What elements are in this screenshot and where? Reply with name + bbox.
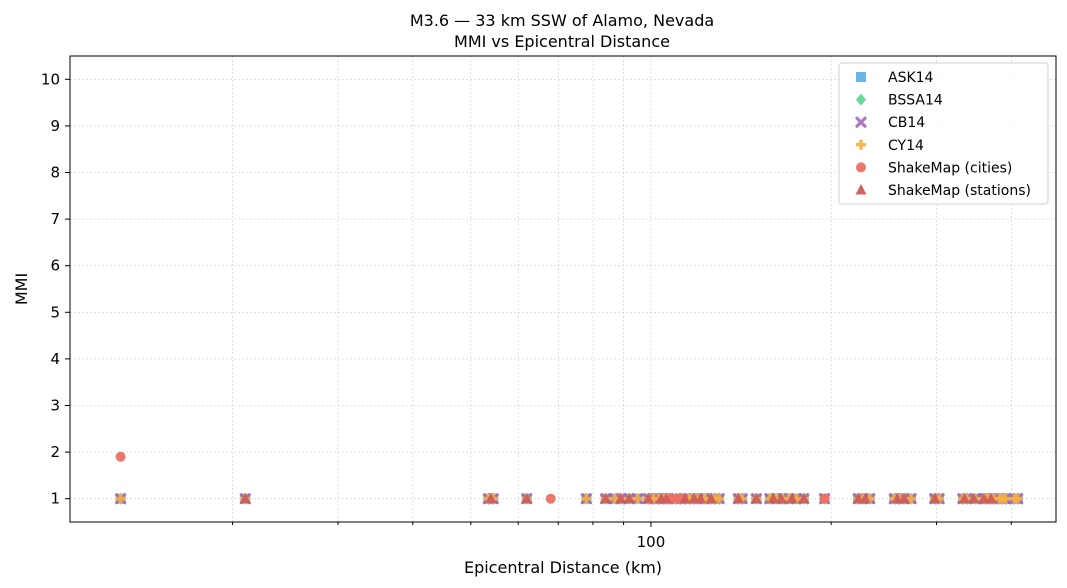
y-tick-label: 8 — [50, 164, 60, 182]
legend-marker — [855, 184, 867, 195]
y-tick-label: 4 — [50, 350, 60, 368]
data-point — [767, 492, 779, 504]
data-point — [898, 492, 910, 504]
legend-label: BSSA14 — [888, 93, 943, 109]
data-point — [750, 492, 762, 504]
x-tick-label: 100 — [637, 533, 666, 551]
data-point — [958, 492, 970, 504]
data-point — [660, 492, 672, 504]
data-point — [906, 493, 917, 504]
legend-marker — [856, 93, 866, 106]
x-axis-label: Epicentral Distance (km) — [464, 558, 662, 577]
data-point — [786, 492, 798, 504]
data-point — [714, 493, 725, 504]
y-axis-label: MMI — [12, 273, 31, 305]
data-point — [891, 492, 903, 504]
data-point — [1000, 493, 1011, 504]
data-point — [798, 492, 810, 504]
y-tick-label: 9 — [50, 117, 60, 135]
data-point — [545, 493, 556, 504]
y-tick-label: 5 — [50, 303, 60, 321]
data-point — [642, 492, 654, 504]
data-point — [859, 492, 871, 504]
data-point — [1012, 493, 1023, 504]
data-point — [819, 493, 830, 504]
y-tick-label: 10 — [41, 70, 60, 88]
legend-marker — [856, 162, 866, 173]
data-point — [695, 492, 707, 504]
data-point — [600, 492, 612, 504]
legend-label: CY14 — [888, 138, 924, 154]
legend-label: ShakeMap (cities) — [888, 160, 1012, 176]
data-point — [968, 492, 980, 504]
data-point — [985, 492, 997, 504]
data-point — [115, 493, 126, 504]
y-tick-label: 3 — [50, 397, 60, 415]
data-marks — [115, 451, 1024, 505]
y-tick-label: 2 — [50, 443, 60, 461]
data-point — [732, 492, 744, 504]
axis-ticks: 1 2 3 4 5 6 7 8 9 10 100 — [41, 70, 1012, 551]
y-tick-label: 6 — [50, 257, 60, 275]
y-tick-label: 1 — [50, 490, 60, 508]
data-point — [929, 492, 941, 504]
data-point — [623, 492, 635, 504]
legend-marker — [856, 139, 866, 150]
chart-subtitle: MMI vs Epicentral Distance — [454, 32, 670, 51]
data-point — [115, 451, 126, 462]
data-point — [521, 492, 533, 504]
data-point — [978, 492, 990, 504]
data-point — [679, 492, 691, 504]
legend-marker — [856, 72, 866, 82]
legend-label: ASK14 — [888, 70, 934, 86]
series-shakemap-stations — [239, 492, 997, 504]
chart-title: M3.6 — 33 km SSW of Alamo, Nevada — [410, 11, 714, 30]
data-point — [615, 492, 627, 504]
plot-frame — [69, 55, 1057, 523]
legend-marker — [855, 116, 867, 128]
legend-box — [838, 62, 1049, 205]
data-point — [581, 493, 592, 504]
legend-label: CB14 — [888, 115, 925, 131]
legend-label: ShakeMap (stations) — [888, 183, 1031, 199]
y-tick-label: 7 — [50, 210, 60, 228]
data-point — [632, 493, 643, 504]
data-point — [705, 492, 717, 504]
data-point — [852, 492, 864, 504]
data-point — [239, 492, 251, 504]
data-point — [775, 492, 787, 504]
legend: ASK14 BSSA14 CB14 CY14 ShakeMap (cities) Shak… — [838, 62, 1049, 205]
data-point — [485, 492, 497, 504]
